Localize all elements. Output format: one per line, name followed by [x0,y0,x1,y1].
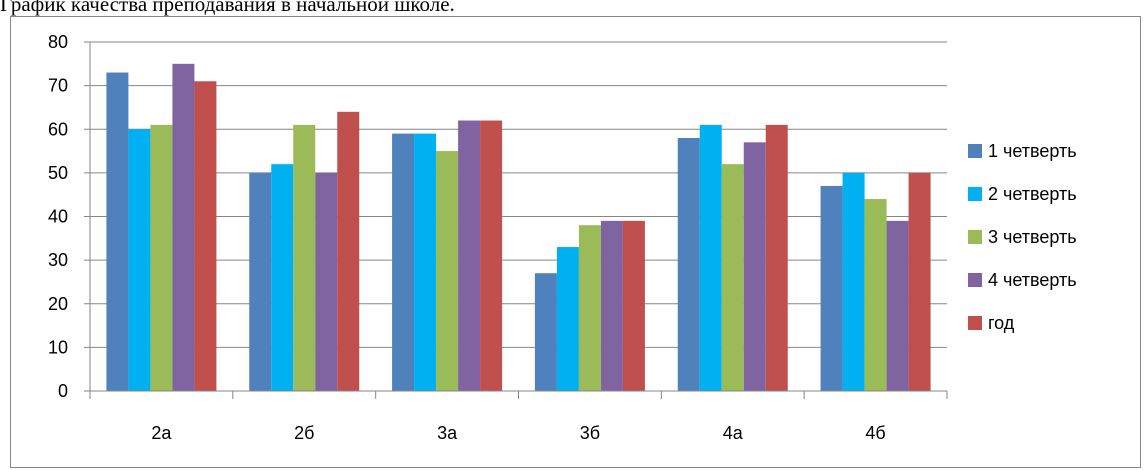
y-tick-label: 60 [48,119,68,139]
bar [908,172,931,391]
x-tick-label: 2а [151,423,172,443]
bar [128,129,151,391]
bar [556,247,579,391]
bar [194,81,217,391]
y-tick-label: 70 [48,76,68,96]
bar [765,124,788,391]
y-tick-label: 50 [48,163,68,183]
bar [677,137,700,391]
bar [315,172,338,391]
y-tick-label: 30 [48,250,68,270]
bar [886,220,909,391]
bar [458,120,481,392]
bar [106,72,129,391]
y-tick-label: 80 [48,32,68,52]
y-tick-label: 20 [48,294,68,314]
legend-swatch [968,230,982,244]
bar [820,185,843,391]
bar [699,124,722,391]
bar [150,124,173,391]
bar [414,133,437,392]
legend-swatch [968,316,982,330]
legend-swatch [968,273,982,287]
legend-label: 2 четверть [988,184,1077,204]
y-tick-label: 0 [58,381,68,401]
bar [392,133,415,392]
chart-frame [10,16,1141,468]
bar [337,111,360,392]
bar [578,225,601,391]
axes: 0 10 20 30 40 50 60 70 80 2а 2б 3а 3б 4а 4б [48,32,948,443]
x-tick-label: 4а [723,423,744,443]
bar [293,124,316,391]
legend-label: 4 четверть [988,270,1077,290]
bar [480,120,503,392]
bar [600,220,623,391]
legend-label: год [988,313,1015,333]
x-tick-label: 3а [437,423,458,443]
y-tick-label: 10 [48,337,68,357]
bar [271,164,294,391]
bar [249,172,272,391]
legend-swatch [968,144,982,158]
legend-swatch [968,187,982,201]
page-title: График качества преподавания в начальной… [0,0,455,16]
bar [721,164,744,391]
bar [436,151,459,391]
bar [622,220,645,391]
legend: 1 четверть 2 четверть 3 четверть 4 четверть… [968,141,1077,333]
x-tick-label: 3б [580,423,600,443]
bars [106,63,931,392]
legend-label: 3 четверть [988,227,1077,247]
x-tick-label: 2б [294,423,314,443]
bar [864,199,887,391]
legend-label: 1 четверть [988,141,1077,161]
y-tick-label: 40 [48,207,68,227]
bar [842,172,865,391]
bar [172,63,195,391]
gridlines [90,41,947,348]
bar [534,273,557,391]
x-tick-label: 4б [865,423,885,443]
bar [743,142,766,391]
